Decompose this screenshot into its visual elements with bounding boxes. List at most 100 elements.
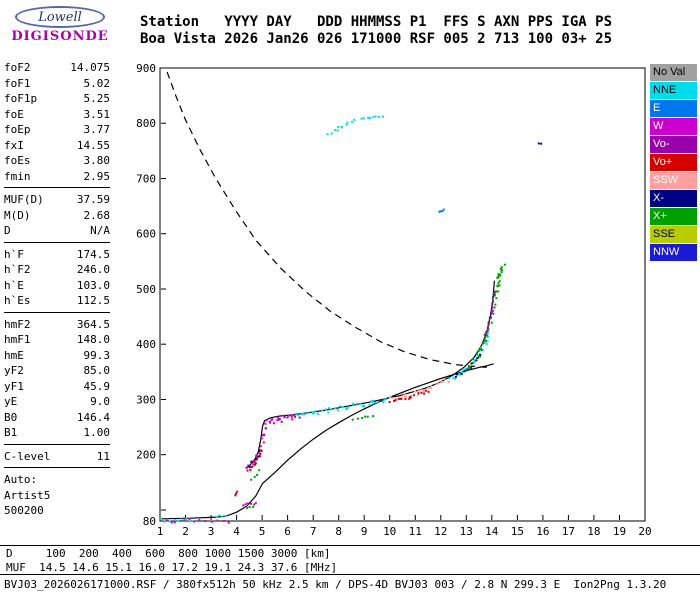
param-row-fof1: foF1 5.02 — [4, 76, 110, 92]
station-header-columns: Station YYYY DAY DDD HHMMSS P1 FFS S AXN… — [140, 14, 613, 30]
x-axis-label: 11 — [409, 525, 422, 538]
param-value: 85.0 — [83, 364, 111, 377]
legend-item-ssw: SSW — [650, 172, 697, 189]
param-value: 2.95 — [83, 169, 111, 183]
x-axis-label: 2 — [182, 525, 189, 538]
param-group-divider — [4, 311, 110, 313]
legend-item-e: E — [650, 100, 697, 117]
param-value: 3.77 — [83, 123, 111, 136]
param-value: 5.25 — [83, 92, 111, 105]
x-axis-label: 7 — [310, 525, 317, 538]
param-group-divider — [4, 241, 110, 243]
param-value: 14.55 — [76, 138, 110, 152]
x-axis-label: 3 — [208, 525, 215, 538]
param-value: 14.075 — [70, 61, 110, 74]
param-row-foes: foEs 3.80 — [4, 153, 110, 169]
param-row-hmf2: hmF2 364.5 — [4, 317, 110, 333]
param-value: 9.0 — [90, 395, 110, 408]
echo-segment-vo — [234, 490, 239, 497]
param-label: hmF1 — [4, 333, 31, 346]
param-label: hmE — [4, 348, 24, 362]
legend-item-sse: SSE — [650, 226, 697, 243]
x-axis-label: 12 — [434, 525, 447, 538]
param-row-mufd: MUF(D) 37.59 — [4, 192, 110, 208]
param-group-divider — [4, 187, 110, 188]
legend-item-noval: No Val — [650, 64, 697, 81]
param-value: 11 — [96, 449, 110, 463]
echo-segment-nne — [360, 115, 384, 120]
param-label: D — [4, 224, 11, 237]
param-row-hf2: h`F2 246.0 — [4, 262, 110, 278]
x-axis-label: 1 — [157, 525, 164, 538]
x-axis-label: 15 — [511, 525, 524, 538]
param-label: B0 — [4, 410, 18, 424]
y-axis-label: 300 — [136, 394, 156, 407]
param-value: 37.59 — [76, 193, 110, 206]
echo-segment-vo — [483, 290, 497, 341]
lowell-brand-name: Lowell — [15, 6, 105, 28]
param-row-clevel: C-level 11 — [4, 449, 110, 465]
param-value: N/A — [90, 224, 110, 237]
distance-row: D 100 200 400 600 800 1000 1500 3000 [km… — [6, 547, 331, 560]
param-label: yF1 — [4, 379, 24, 393]
param-label: foE — [4, 107, 24, 121]
param-row-yf2: yF2 85.0 — [4, 363, 110, 379]
param-value: 2.68 — [83, 208, 111, 222]
param-value: 146.4 — [76, 410, 110, 424]
param-label: foF1p — [4, 92, 38, 105]
param-row-d: D N/A — [4, 223, 110, 239]
param-value: 246.0 — [76, 263, 110, 276]
param-value: 45.9 — [83, 379, 111, 393]
x-axis-label: 18 — [587, 525, 600, 538]
param-row-foep: foEp 3.77 — [4, 122, 110, 138]
param-label: yF2 — [4, 364, 24, 377]
x-axis-label: 5 — [259, 525, 266, 538]
param-label: Auto: — [4, 473, 38, 486]
x-axis-label: 16 — [536, 525, 549, 538]
transmission-curve — [166, 71, 490, 368]
param-row-md: M(D) 2.68 — [4, 208, 110, 224]
x-axis-label: 14 — [485, 525, 499, 538]
param-row-fof1p: foF1p 5.25 — [4, 91, 110, 107]
legend-item-x: X- — [650, 190, 697, 207]
param-row-fmin: fmin 2.95 — [4, 169, 110, 185]
param-label: Artist5 — [4, 488, 51, 502]
param-label: h`E — [4, 278, 24, 292]
y-axis-label: 400 — [136, 338, 156, 351]
echo-segment-vo — [388, 389, 430, 403]
plot-border — [159, 67, 646, 522]
echo-segment-vo — [269, 414, 301, 425]
lowell-logo: Lowell DIGISONDE — [8, 6, 112, 44]
x-axis-label: 9 — [361, 525, 368, 538]
param-value: 99.3 — [83, 348, 111, 362]
param-row-hes: h`Es 112.5 — [4, 293, 110, 309]
echo-segment-nne — [448, 329, 489, 380]
param-row-yf1: yF1 45.9 — [4, 379, 110, 395]
echo-segment-w — [246, 422, 267, 469]
x-axis-label: 8 — [335, 525, 342, 538]
legend-item-vo: Vo- — [650, 136, 697, 153]
param-row-auto: Auto: — [4, 472, 110, 488]
x-axis-label: 19 — [613, 525, 626, 538]
echo-segment-x — [246, 506, 255, 510]
param-value: 148.0 — [76, 333, 110, 346]
digisonde-product-name: DIGISONDE — [11, 29, 109, 44]
param-row-fof2: foF2 14.075 — [4, 60, 110, 76]
param-row-fxi: fxI 14.55 — [4, 138, 110, 154]
x-axis-label: 10 — [383, 525, 396, 538]
param-label: foF1 — [4, 76, 31, 90]
echo-segment-x — [248, 450, 261, 468]
footer-block: D 100 200 400 600 800 1000 1500 3000 [km… — [0, 545, 700, 591]
footer-divider-top — [0, 545, 700, 546]
param-row-500200: 500200 — [4, 503, 110, 519]
param-label: fmin — [4, 169, 31, 183]
file-info-row: BVJ03_2026026171000.RSF / 380fx512h 50 k… — [4, 578, 667, 591]
param-label: hmF2 — [4, 317, 31, 331]
echo-segment-x — [351, 415, 375, 421]
param-label: foEp — [4, 123, 31, 136]
param-row-hf: h`F 174.5 — [4, 247, 110, 263]
param-label: h`F — [4, 247, 24, 261]
param-row-b1: B1 1.00 — [4, 425, 110, 441]
parameter-panel: foF2 14.075 foF1 5.02 foF1p 5.25 foE 3.51 foEp 3.… — [4, 60, 110, 519]
